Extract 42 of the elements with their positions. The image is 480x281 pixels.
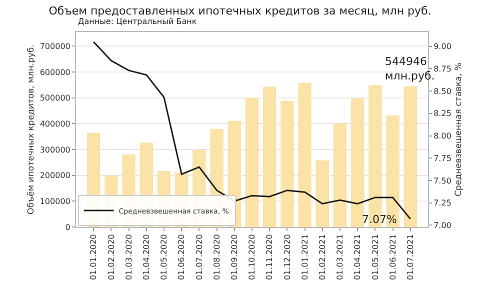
- chart-subtitle: Данные: Центральный Банк: [78, 17, 197, 26]
- x-tick-label: 01.04.2020: [142, 234, 151, 280]
- x-tick-label: 01.06.2020: [177, 234, 186, 280]
- y2-tick-label: 8.50: [434, 86, 452, 96]
- y-tick-label: 0: [65, 222, 70, 232]
- x-tick-label: 01.10.2020: [248, 234, 257, 280]
- y-tick-label: 700000: [40, 42, 70, 52]
- x-tick-label: 01.01.2021: [300, 234, 310, 280]
- x-tick-label: 01.04.2021: [353, 234, 362, 280]
- y2-tick-label: 8.00: [434, 132, 452, 141]
- y-tick-label: 500000: [40, 94, 70, 103]
- x-tick-label: 01.02.2021: [318, 234, 327, 280]
- y-tick-label: 200000: [40, 171, 70, 180]
- y2-tick-label: 7.75: [434, 154, 452, 163]
- x-tick-label: 01.09.2020: [230, 234, 239, 280]
- data-label: 7.07%: [362, 213, 397, 226]
- x-tick-label: 01.11.2020: [265, 234, 274, 280]
- x-tick-label: 01.05.2021: [370, 234, 380, 280]
- y2-axis-title: Средневзвешенная ставка, %: [454, 62, 464, 196]
- x-tick-label: 01.05.2020: [160, 234, 169, 280]
- y2-tick-label: 8.25: [434, 109, 452, 118]
- y2-tick-label: 7.50: [434, 176, 452, 186]
- y2-tick-label: 9.00: [434, 42, 452, 52]
- x-tick-label: 01.01.2020: [89, 234, 98, 280]
- y-tick-label: 400000: [40, 119, 70, 128]
- y2-tick-label: 7.00: [434, 221, 452, 230]
- x-tick-label: 01.02.2020: [106, 234, 116, 280]
- x-tick-label: 01.06.2021: [388, 234, 398, 280]
- y-tick-label: 100000: [40, 196, 70, 206]
- x-tick-label: 01.07.2020: [194, 234, 204, 280]
- y-tick-label: 600000: [40, 68, 70, 77]
- y-axis-title: Объём ипотечных кредитов, млн.руб.: [26, 44, 36, 214]
- x-tick-label: 01.08.2020: [212, 234, 222, 280]
- x-tick-label: 01.03.2021: [336, 234, 345, 280]
- x-tick-label: 01.07.2021: [406, 234, 415, 280]
- chart-title: Объем предоставленных ипотечных кредитов за месяц, млн руб.: [48, 4, 432, 18]
- y-tick-label: 300000: [40, 145, 70, 154]
- y2-tick-label: 8.75: [434, 64, 452, 74]
- data-label: 544946 млн.руб.: [385, 55, 435, 82]
- x-tick-label: 01.12.2020: [282, 234, 292, 280]
- y2-tick-label: 7.25: [434, 198, 452, 208]
- x-tick-label: 01.03.2020: [124, 234, 134, 280]
